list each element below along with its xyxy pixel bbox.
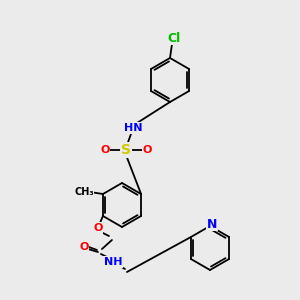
Text: O: O (100, 145, 110, 155)
Text: N: N (207, 218, 217, 230)
Text: O: O (93, 223, 103, 233)
Text: CH₃: CH₃ (74, 187, 94, 197)
Text: Cl: Cl (167, 32, 181, 44)
Text: S: S (121, 143, 131, 157)
Text: NH: NH (104, 257, 122, 267)
Text: O: O (79, 242, 88, 252)
Text: HN: HN (124, 123, 142, 133)
Text: O: O (142, 145, 152, 155)
